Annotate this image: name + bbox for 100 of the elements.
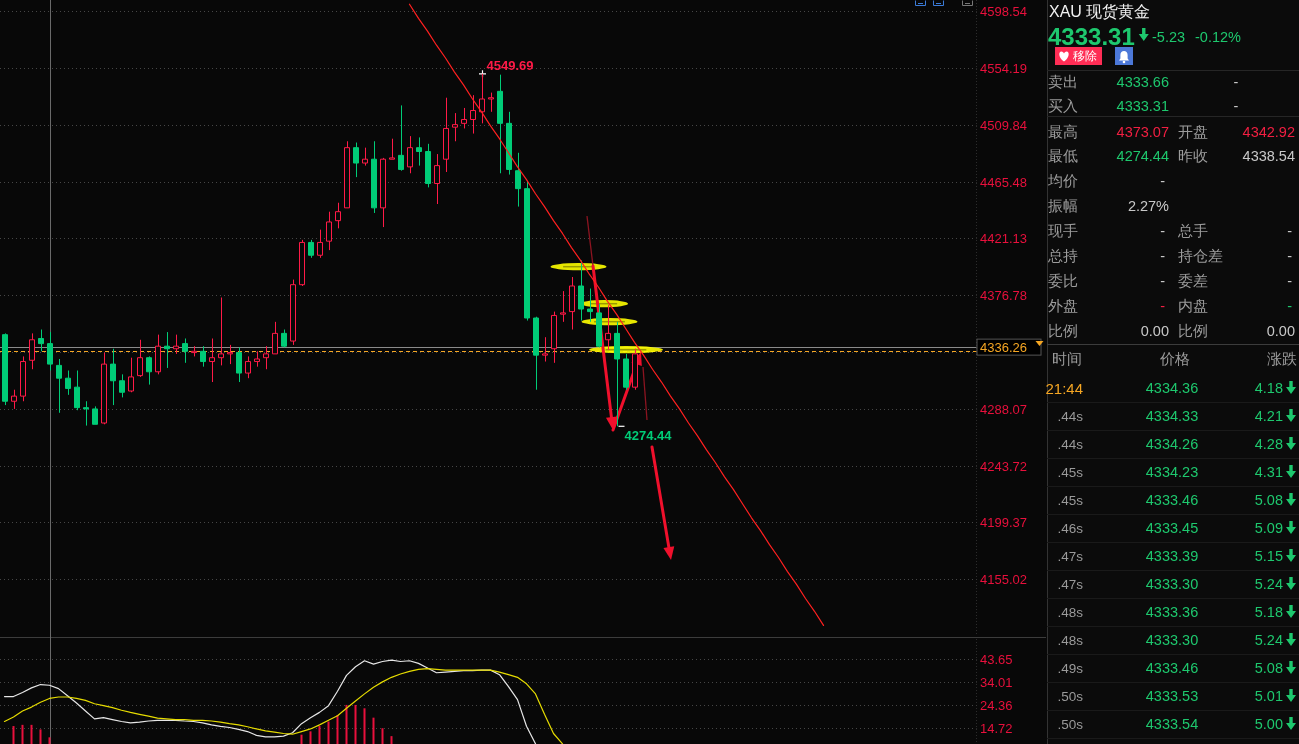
text: 最低 bbox=[1048, 148, 1078, 164]
text: - bbox=[1160, 298, 1166, 314]
candlestick bbox=[173, 334, 179, 355]
candlestick bbox=[164, 331, 170, 369]
text: 4334.36 bbox=[1145, 380, 1199, 396]
text: 4333.30 bbox=[1145, 576, 1199, 592]
y-tick-label: 4598.54 bbox=[980, 4, 1027, 19]
text: 最高 bbox=[1048, 124, 1078, 140]
text: 委差 bbox=[1178, 273, 1208, 289]
candlestick bbox=[83, 400, 89, 427]
annotation: 4549.69 bbox=[486, 58, 534, 74]
text: 时间 bbox=[1052, 351, 1082, 367]
candlestick bbox=[65, 370, 71, 396]
candlestick bbox=[578, 259, 584, 322]
candlestick bbox=[569, 276, 575, 331]
candlestick bbox=[308, 239, 314, 259]
candlestick bbox=[245, 355, 251, 379]
text: 开盘 bbox=[1178, 124, 1208, 140]
text: 5.15 bbox=[1254, 548, 1283, 564]
text: 5.24 bbox=[1254, 576, 1283, 592]
text: 4333.36 bbox=[1145, 604, 1199, 620]
text: 4373.07 bbox=[1116, 124, 1169, 140]
text: 振幅 bbox=[1048, 198, 1078, 214]
text: .47s bbox=[1057, 576, 1084, 592]
candlestick bbox=[488, 92, 494, 113]
text: .48s bbox=[1057, 604, 1084, 620]
text: 4333.45 bbox=[1145, 520, 1199, 536]
candlestick bbox=[11, 389, 17, 410]
text: 4333.66 bbox=[1116, 74, 1169, 90]
text: - bbox=[1160, 173, 1166, 189]
candlestick bbox=[596, 303, 602, 348]
candlestick bbox=[407, 135, 413, 174]
text: 4333.31 bbox=[1116, 98, 1169, 114]
line-series bbox=[408, 3, 825, 626]
text: .49s bbox=[1057, 660, 1084, 676]
text: - bbox=[1160, 248, 1166, 264]
candlestick bbox=[380, 157, 386, 228]
y-tick-label: 4376.78 bbox=[980, 288, 1027, 303]
candlestick bbox=[254, 350, 260, 368]
candlestick bbox=[470, 94, 476, 135]
candlestick bbox=[425, 143, 431, 188]
candlestick bbox=[218, 297, 224, 366]
text: .44s bbox=[1057, 408, 1084, 424]
candlestick bbox=[182, 337, 188, 364]
text: 5.01 bbox=[1254, 688, 1283, 704]
candlestick bbox=[326, 211, 332, 251]
text: 4333.31 bbox=[1048, 22, 1135, 50]
candlestick bbox=[128, 357, 134, 393]
candlestick bbox=[137, 339, 143, 378]
candlestick bbox=[623, 353, 629, 391]
text: - bbox=[1160, 223, 1166, 239]
text: 内盘 bbox=[1178, 298, 1208, 314]
text: 0.00 bbox=[1140, 323, 1169, 339]
candlestick bbox=[632, 348, 638, 391]
candlestick bbox=[38, 329, 44, 352]
candlestick bbox=[155, 334, 161, 375]
candlestick bbox=[335, 202, 341, 229]
annotation: 4274.44 bbox=[624, 427, 673, 443]
text: 价格 bbox=[1159, 351, 1190, 367]
text: 4333.46 bbox=[1145, 492, 1199, 508]
candlestick bbox=[281, 329, 287, 348]
candlestick bbox=[542, 336, 548, 363]
candlestick bbox=[389, 138, 395, 160]
candlestick bbox=[146, 355, 152, 386]
candlestick bbox=[2, 332, 8, 406]
candlestick bbox=[533, 316, 539, 391]
text: 卖出 bbox=[1048, 74, 1078, 90]
text: - bbox=[1287, 223, 1293, 239]
y-tick-label: 4199.37 bbox=[980, 515, 1027, 530]
y-tick-label: 4465.48 bbox=[980, 175, 1027, 190]
candlestick bbox=[443, 97, 449, 173]
text: 5.08 bbox=[1254, 492, 1283, 508]
text: 4.28 bbox=[1254, 436, 1283, 452]
candlestick bbox=[236, 346, 242, 383]
text: 2.27% bbox=[1127, 198, 1170, 214]
candlestick bbox=[20, 355, 26, 402]
text: 4333.53 bbox=[1145, 688, 1199, 704]
button: 移除 bbox=[1055, 47, 1102, 65]
y-tick-label: 34.01 bbox=[980, 675, 1013, 690]
text: -0.12% bbox=[1195, 29, 1242, 45]
candlestick bbox=[461, 107, 467, 129]
candlestick bbox=[497, 74, 503, 174]
text: .50s bbox=[1057, 688, 1084, 704]
candlestick bbox=[398, 104, 404, 172]
candlestick bbox=[353, 142, 359, 178]
text: 4334.26 bbox=[1145, 436, 1199, 452]
candlestick bbox=[92, 405, 98, 425]
text: 持仓差 bbox=[1178, 248, 1223, 264]
candlestick bbox=[74, 370, 80, 411]
candlestick bbox=[209, 337, 215, 383]
text: XAU 现货黄金 bbox=[1049, 2, 1151, 20]
candlestick bbox=[587, 288, 593, 323]
text: 21:44 bbox=[1045, 379, 1083, 397]
candlestick bbox=[56, 358, 62, 414]
text: 买入 bbox=[1048, 98, 1078, 114]
y-tick-label: 43.65 bbox=[980, 652, 1013, 667]
candlestick bbox=[362, 147, 368, 167]
text: 4338.54 bbox=[1242, 148, 1295, 164]
text: .44s bbox=[1057, 436, 1084, 452]
candlestick bbox=[416, 136, 422, 167]
